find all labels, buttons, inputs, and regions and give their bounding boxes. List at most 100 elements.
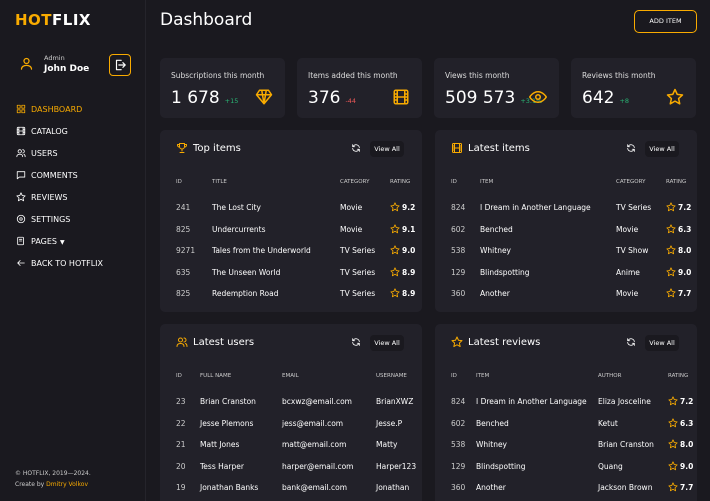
nav-item[interactable]: USERS: [31, 149, 58, 158]
star-icon: [666, 245, 676, 255]
cell-text: Jonathan Banks: [200, 483, 259, 492]
cell-text: Harper123: [376, 461, 417, 471]
rating: 9.1: [402, 224, 416, 234]
refresh-icon: [352, 144, 360, 152]
panel-icon: [452, 143, 462, 153]
column-header: ITEM: [476, 373, 490, 379]
cell-text: harper@email.com: [282, 461, 354, 471]
cell-text: 129: [451, 461, 466, 471]
column-header: ID: [176, 179, 182, 185]
user-role: Admin: [44, 54, 65, 62]
sidebar: [0, 0, 146, 501]
view-all-button[interactable]: View All: [370, 335, 404, 351]
rating: 9.0: [678, 267, 692, 277]
refresh-icon: [627, 144, 635, 152]
nav-item[interactable]: DASHBOARD: [31, 105, 83, 114]
star-icon: [390, 245, 400, 255]
cell-text: Ketut: [598, 418, 618, 428]
view-all-button[interactable]: View All: [645, 141, 679, 157]
cell-text: 22: [176, 418, 186, 428]
rating: 9.0: [402, 246, 416, 255]
nav-item[interactable]: REVIEWS: [31, 193, 68, 202]
cell-text: Eliza Josceline: [598, 397, 651, 406]
cell-text: The Unseen World: [212, 267, 281, 277]
nav-item[interactable]: CATALOG: [31, 127, 68, 136]
star-icon: [668, 396, 678, 406]
stat-value: 376 -44: [308, 88, 356, 108]
nav-item[interactable]: PAGES ▼: [31, 237, 65, 246]
nav-icon: [16, 192, 26, 202]
refresh-icon: [352, 338, 360, 346]
cell-text: matt@email.com: [282, 440, 347, 449]
stat-value: 509 573 +3.1%: [445, 88, 542, 108]
cell-text: Blindspotting: [476, 461, 526, 471]
nav-item[interactable]: COMMENTS: [31, 171, 78, 180]
stat-card: Reviews this month 642 +8: [571, 58, 696, 118]
column-header: FULL NAME: [200, 373, 232, 379]
cell-text: Jackson Brown: [598, 483, 653, 492]
nav-icon: [18, 238, 23, 242]
credit-text: Create by: [15, 481, 45, 488]
panel: Top items View All ID TITLE CATEGORY RATING 24…: [160, 130, 422, 312]
nav-icon: [21, 104, 26, 109]
credit-author[interactable]: Dmitry Volkov: [46, 481, 88, 488]
column-header: RATING: [666, 179, 687, 185]
nav-icon: [16, 192, 26, 202]
footer-credit: Create by Dmitry Volkov: [15, 481, 88, 488]
nav-icon: [16, 109, 21, 114]
star-icon: [666, 223, 676, 233]
star-icon: [668, 417, 678, 427]
cell-text: Anime: [616, 267, 640, 277]
cell-text: 635: [176, 267, 191, 277]
rating: 8.0: [680, 440, 694, 449]
panel-icon: [178, 337, 183, 343]
rating: 8.9: [402, 289, 416, 298]
rating: 7.7: [678, 289, 692, 298]
cell-text: Blindspotting: [480, 267, 530, 277]
logout-button[interactable]: [109, 54, 131, 76]
stat-icon: [255, 89, 273, 105]
refresh-icon: [352, 144, 360, 152]
cell-text: 825: [176, 289, 191, 298]
stat-label: Reviews this month: [582, 71, 656, 80]
star-icon: [668, 482, 678, 492]
star-icon: [390, 245, 400, 255]
refresh-icon: [352, 338, 360, 346]
cell-text: I Dream in Another Language: [480, 203, 591, 212]
cell-text: I Dream in Another Language: [476, 397, 587, 406]
cell-text: jess@email.com: [282, 418, 344, 428]
rating: 8.9: [402, 267, 416, 277]
cell-text: 825: [176, 224, 191, 234]
view-all-button[interactable]: View All: [645, 335, 679, 351]
nav-icon: [17, 236, 24, 246]
cell-text: 360: [451, 483, 466, 492]
footer-copyright: © HOTFLIX, 2019—2024.: [15, 470, 91, 477]
add-item-button[interactable]: ADD ITEM: [634, 10, 697, 33]
star-icon: [390, 202, 400, 212]
cell-text: Another: [480, 289, 510, 298]
rating: 6.3: [680, 418, 694, 428]
dropdown-caret: ▼: [59, 239, 65, 246]
stat-number: 376: [308, 88, 341, 108]
refresh-icon: [627, 144, 635, 152]
cell-text: Jonathan: [376, 483, 410, 492]
cell-text: 602: [451, 418, 466, 428]
stat-icon: [666, 88, 684, 105]
view-all-button[interactable]: View All: [370, 141, 404, 157]
nav-item[interactable]: SETTINGS: [31, 215, 71, 224]
cell-text: Whitney: [480, 246, 511, 255]
cell-text: Matt Jones: [200, 440, 240, 449]
nav-item[interactable]: BACK TO HOTFLIX: [31, 259, 104, 268]
stat-icon: [393, 89, 409, 105]
stat-icon: [666, 88, 684, 105]
column-header: TITLE: [212, 179, 227, 185]
cell-text: TV Series: [616, 203, 652, 212]
user-icon: [20, 57, 33, 70]
cell-text: Brian Cranston: [200, 397, 256, 406]
nav-icon: [16, 149, 26, 158]
star-icon: [390, 288, 400, 298]
cell-text: Benched: [480, 224, 513, 234]
page-title: Dashboard: [160, 10, 253, 30]
star-icon: [390, 266, 400, 276]
panel-title: Top items: [193, 143, 241, 154]
